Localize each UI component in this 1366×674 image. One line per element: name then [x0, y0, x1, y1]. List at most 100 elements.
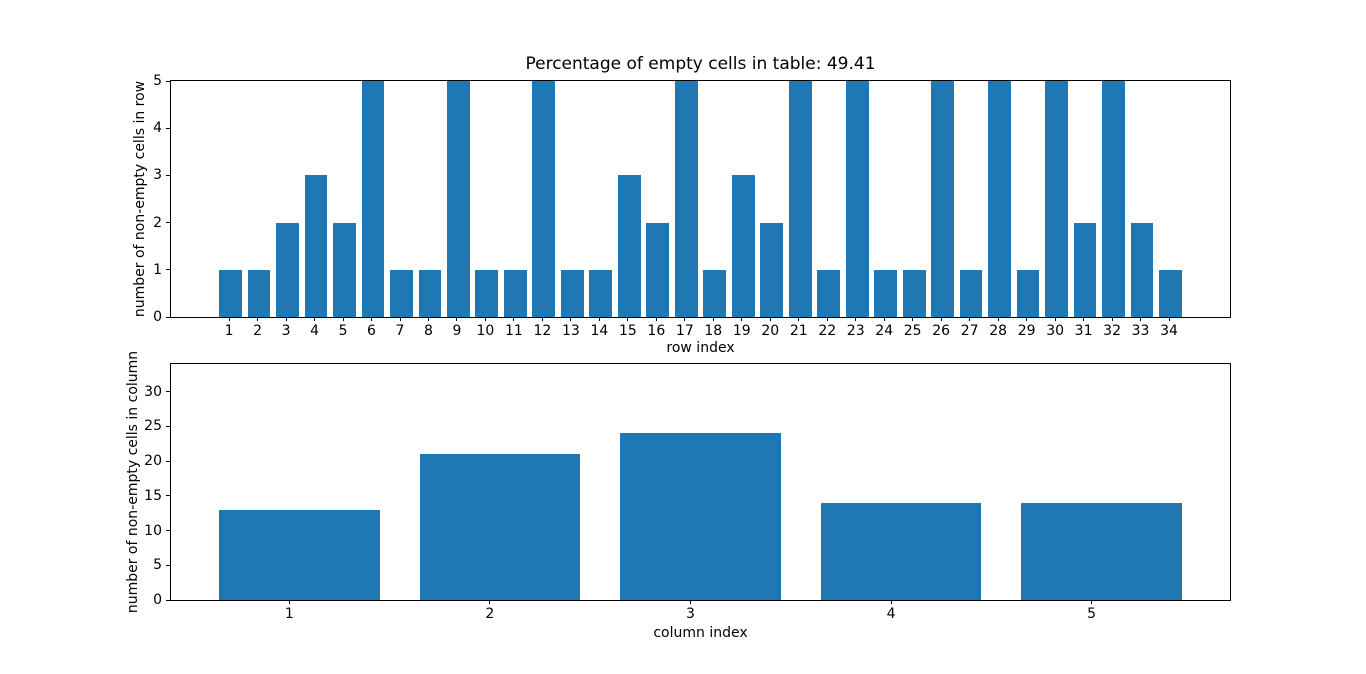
x-tick-label: 11	[505, 323, 523, 339]
x-tick-mark	[1091, 600, 1093, 604]
rows-bar-chart-axes: 1 2 3 4 5 6 7 8 9 10 11 12 13 14 15 16 17 18 19 20 21 22 23 24 2…	[153, 74, 1231, 338]
x-tick-label: 25	[903, 323, 922, 339]
x-tick-mark	[570, 317, 572, 321]
bar-17	[674, 81, 698, 317]
columns-bar-chart-axes: 1 2 3 4 5 0 5 10 15 20 25 30	[144, 363, 1231, 621]
x-tick-label: 5	[338, 323, 348, 339]
x-axis-label-columns: column index	[653, 625, 748, 641]
bar-18	[703, 269, 727, 317]
y-tick-mark	[166, 80, 170, 82]
bar-4	[304, 175, 328, 317]
x-tick-label: 18	[704, 323, 723, 339]
x-tick-mark	[342, 317, 344, 321]
y-tick-mark	[166, 316, 170, 318]
x-tick-label: 14	[590, 323, 609, 339]
x-tick-mark	[228, 317, 230, 321]
x-tick-mark	[1111, 317, 1113, 321]
y-tick-label: 25	[144, 418, 162, 435]
y-tick-label: 5	[153, 557, 162, 574]
bar-1	[219, 509, 380, 600]
x-tick-mark	[288, 600, 290, 604]
x-tick-label: 5	[1087, 606, 1097, 622]
x-tick-label: 8	[424, 323, 433, 339]
x-tick-mark	[456, 317, 458, 321]
x-tick-mark	[1054, 317, 1056, 321]
x-tick-label: 31	[1074, 323, 1093, 339]
bar-26	[931, 81, 954, 317]
x-tick-mark	[285, 317, 287, 321]
x-tick-mark	[1168, 317, 1170, 321]
bar-24	[874, 269, 898, 317]
y-tick-label: 2	[153, 214, 162, 231]
x-tick-label: 1	[284, 606, 294, 622]
x-tick-label: 26	[932, 323, 951, 339]
y-tick-mark	[166, 391, 170, 393]
x-tick-label: 30	[1046, 323, 1065, 339]
y-tick-label: 0	[153, 592, 162, 608]
x-tick-label: 34	[1160, 323, 1178, 339]
y-tick-mark	[166, 269, 170, 271]
bar-2	[247, 269, 271, 317]
bar-7	[390, 269, 413, 317]
y-tick-label: 0	[153, 309, 162, 325]
x-tick-label: 24	[875, 323, 894, 339]
x-tick-mark	[399, 317, 401, 321]
x-tick-mark	[489, 600, 491, 604]
bar-31	[1073, 222, 1097, 317]
bar-11	[503, 269, 527, 317]
y-tick-label: 15	[144, 487, 162, 504]
x-tick-label: 2	[485, 606, 495, 622]
x-tick-label: 1	[224, 323, 234, 339]
y-axis-label-columns: number of non-empty cells in column	[125, 350, 141, 614]
x-tick-mark	[484, 317, 486, 321]
x-tick-label: 15	[618, 323, 637, 339]
x-tick-mark	[769, 317, 771, 321]
x-tick-label: 20	[761, 323, 780, 339]
x-tick-label: 28	[989, 323, 1008, 339]
bar-25	[902, 269, 926, 317]
y-tick-label: 30	[144, 383, 162, 400]
x-tick-label: 4	[886, 606, 896, 622]
bar-1	[219, 269, 242, 317]
bar-2	[419, 454, 581, 600]
x-tick-mark	[371, 317, 373, 321]
x-tick-mark	[855, 317, 857, 321]
x-tick-label: 27	[960, 323, 979, 339]
x-tick-mark	[940, 317, 942, 321]
x-tick-mark	[314, 317, 316, 321]
x-tick-label: 16	[647, 323, 666, 339]
bar-5	[333, 222, 356, 317]
bar-3	[276, 222, 299, 317]
x-tick-mark	[1083, 317, 1085, 321]
x-tick-mark	[513, 317, 515, 321]
x-tick-mark	[257, 317, 259, 321]
y-tick-mark	[166, 495, 170, 497]
x-tick-mark	[883, 317, 885, 321]
y-tick-mark	[166, 460, 170, 462]
bar-30	[1045, 81, 1068, 317]
bar-29	[1016, 269, 1040, 317]
y-tick-label: 1	[153, 261, 162, 278]
bar-22	[817, 269, 841, 317]
x-tick-mark	[1140, 317, 1142, 321]
bar-28	[988, 81, 1011, 317]
bar-6	[361, 81, 385, 317]
x-tick-label: 9	[452, 323, 462, 339]
x-tick-mark	[655, 317, 657, 321]
y-tick-label: 20	[144, 453, 162, 470]
bar-13	[560, 269, 584, 317]
x-tick-label: 33	[1131, 323, 1150, 339]
x-tick-mark	[826, 317, 828, 321]
x-tick-label: 29	[1017, 323, 1036, 339]
x-tick-mark	[912, 317, 914, 321]
x-tick-mark	[598, 317, 600, 321]
bar-9	[447, 81, 470, 317]
y-tick-label: 4	[153, 120, 162, 137]
y-tick-mark	[166, 564, 170, 566]
bar-23	[845, 81, 869, 317]
bar-10	[475, 269, 499, 317]
y-tick-mark	[166, 599, 170, 601]
bar-34	[1159, 269, 1182, 317]
x-tick-label: 3	[686, 606, 695, 622]
